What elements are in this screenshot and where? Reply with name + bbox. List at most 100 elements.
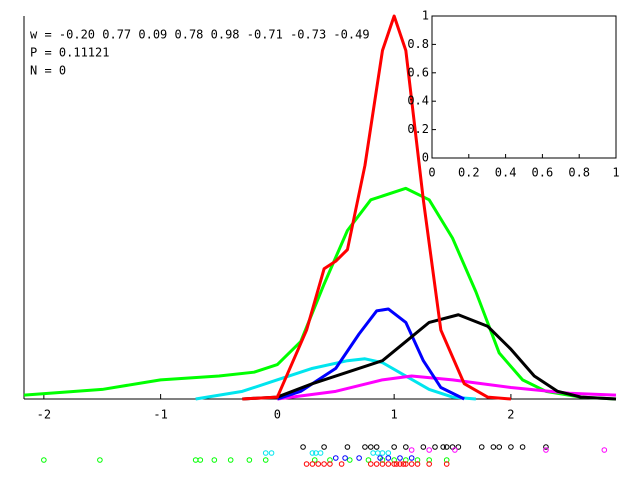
sample-point [332,455,339,461]
sample-point [478,444,485,450]
sample-point [227,457,234,463]
sample-point [403,444,409,450]
x-tick-label: 0.2 [458,166,480,180]
sample-point [41,457,47,463]
sample-point [97,457,103,463]
x-tick-label: -2 [37,408,51,422]
sample-point [321,461,327,467]
sample-point [426,457,432,463]
sample-point [397,455,403,461]
sample-point [327,461,333,467]
sample-point [420,444,427,450]
sample-point [192,457,199,463]
x-tick-label: 0.8 [568,166,590,180]
sample-point [440,444,446,450]
sample-point [403,457,409,463]
sample-point [455,444,462,450]
sample-point [601,447,608,453]
y-tick-label: 0 [422,151,429,165]
sample-point [268,450,275,456]
y-tick-label: 1 [422,9,429,23]
density-curve [276,307,465,401]
sample-point [367,461,374,467]
sample-point [391,444,397,450]
sample-point [327,457,333,463]
sample-point [408,461,415,467]
sample-point [317,450,324,456]
sample-point [311,457,318,463]
sample-point [246,457,253,463]
sample-point [385,455,392,461]
sample-point [303,461,310,467]
sample-point [408,455,415,461]
sample-point [211,457,218,463]
inset-frame [431,15,617,159]
sample-point [490,444,497,450]
sample-point [391,457,397,463]
sample-point [393,461,400,467]
sample-point [385,450,392,456]
sample-point [197,457,204,463]
sample-point [377,455,383,461]
sample-point [496,444,503,450]
sample-point [346,457,353,463]
x-tick-label: -1 [153,408,167,422]
sample-point [385,461,392,467]
sample-point [373,461,380,467]
sample-point [452,447,458,453]
sample-point [315,461,322,467]
y-tick-label: 0.6 [407,65,429,79]
sample-point [379,450,386,456]
x-tick-label: 0 [274,408,281,422]
sample-point [309,461,316,467]
sample-point [426,461,432,467]
sample-point [508,444,514,450]
sample-point [391,461,397,467]
sample-point [443,461,450,467]
x-tick-label: 1 [391,408,398,422]
sample-point [321,444,327,450]
density-curve [195,357,477,401]
sample-point [403,461,409,467]
sample-point [414,457,421,463]
density-curve [23,186,617,401]
sample-point [262,457,269,463]
x-tick-label: 2 [507,408,514,422]
sample-point [414,461,421,467]
sample-point [344,444,351,450]
sample-point [543,447,549,453]
sample-point [519,444,526,450]
x-tick-label: 0.6 [532,166,554,180]
sample-point [373,444,380,450]
sample-point [342,455,348,461]
sample-point [426,447,432,453]
sample-point [397,461,403,467]
y-tick-label: 0.8 [407,37,429,51]
x-tick-label: 0 [428,166,435,180]
sample-point [362,444,368,450]
x-tick-label: 1 [612,166,619,180]
sample-point [432,444,438,450]
sample-point [262,450,269,456]
y-tick-label: 0.4 [407,94,429,108]
y-tick-label: 0.2 [407,122,429,136]
annotation: P = 0.11121 [30,46,109,60]
sample-point [365,457,372,463]
sample-point [400,461,407,467]
sample-point [408,447,415,453]
sample-point [367,444,374,450]
annotation: N = 0 [30,64,66,78]
sample-point [300,444,306,450]
sample-point [379,461,386,467]
density-curve [242,313,617,401]
sample-point [338,461,345,467]
sample-point [309,450,316,456]
sample-point [370,450,376,456]
sample-point [443,444,450,450]
density-curve [242,14,512,401]
sample-point [374,450,381,456]
sample-point [356,455,362,461]
sample-point [543,444,549,450]
